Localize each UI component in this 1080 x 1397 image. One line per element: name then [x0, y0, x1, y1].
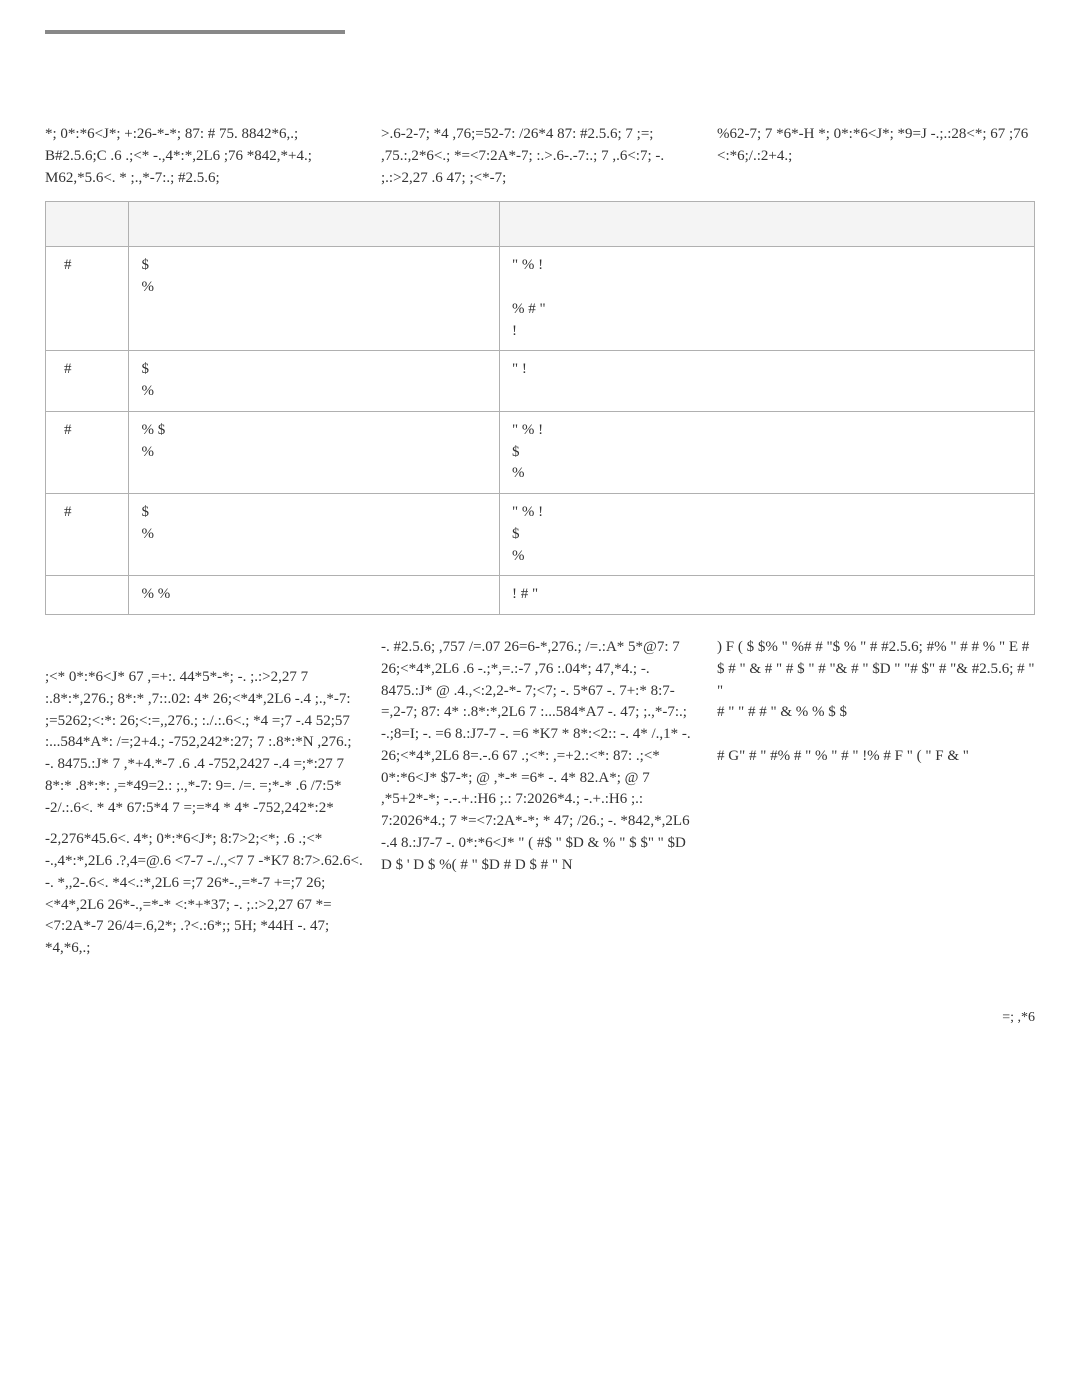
cell-deg: #: [46, 351, 129, 412]
intro-col-2: >.6-2-7; *4 ,76;=52-7: /26*4 87: #2.5.6;…: [381, 124, 699, 189]
table-row: # % $ % " % ! $ %: [46, 411, 1035, 493]
cell-mult-text: " % ! $ %: [512, 504, 543, 564]
th-regular: [129, 202, 499, 247]
warranty-table: # $ % " % ! % # " ! # $ % " ! # % $ %: [45, 201, 1035, 615]
body-c1-p1: ;<* 0*:*6<J* 67 ,=+:. 44*5*-*; -. ;.:>2,…: [45, 667, 363, 819]
intro-col-3: %62-7; 7 *6*-H *; 0*:*6<J*; *9=J -.;.:28…: [717, 124, 1035, 189]
intro-columns: *; 0*:*6<J*; +:26-*-*; 87: # 75. 8842*6,…: [45, 124, 1035, 189]
cell-reg: $ %: [129, 494, 499, 576]
cell-reg: % %: [129, 576, 499, 615]
cell-reg: $ %: [129, 247, 499, 351]
body-c3-text: ) F ( $ $% " %# # "$ % " # #2.5.6; #% " …: [717, 639, 1034, 764]
cell-mult: ! # ": [499, 576, 1034, 615]
table-row: # $ % " % ! $ %: [46, 494, 1035, 576]
cell-mult: " % ! $ %: [499, 411, 1034, 493]
body-c2: -. #2.5.6; ,757 /=.07 26=6-*,276.; /=.:A…: [381, 637, 699, 876]
intro-col-1: *; 0*:*6<J*; +:26-*-*; 87: # 75. 8842*6,…: [45, 124, 363, 189]
cell-mult: " % ! $ %: [499, 494, 1034, 576]
table-row: # $ % " !: [46, 351, 1035, 412]
cell-deg: #: [46, 247, 129, 351]
page-footer: =; ,*6: [0, 1000, 1080, 1046]
cell-mult-text: " !: [512, 361, 527, 377]
body-c2-text: -. #2.5.6; ,757 /=.07 26=6-*,276.; /=.:A…: [381, 639, 691, 873]
cell-reg-text: $ %: [141, 361, 154, 399]
body-columns: ;<* 0*:*6<J* 67 ,=+:. 44*5*-*; -. ;.:>2,…: [45, 637, 1035, 970]
body-col-2: -. #2.5.6; ,757 /=.07 26=6-*,276.; /=.:A…: [381, 637, 699, 970]
cell-reg-text: % $ %: [141, 422, 165, 460]
body-col-3: ) F ( $ $% " %# # "$ % " # #2.5.6; #% " …: [717, 637, 1035, 970]
page: *; 0*:*6<J*; +:26-*-*; 87: # 75. 8842*6,…: [0, 0, 1080, 1000]
header-rule: [45, 30, 345, 34]
cell-deg: #: [46, 494, 129, 576]
cell-mult-text: ! # ": [512, 586, 538, 602]
cell-reg: $ %: [129, 351, 499, 412]
cell-reg-text: % %: [141, 586, 170, 602]
cell-deg: #: [46, 411, 129, 493]
table-header-row: [46, 202, 1035, 247]
th-mult: [499, 202, 1034, 247]
cell-mult: " % ! % # " !: [499, 247, 1034, 351]
cell-mult-text: " % ! $ %: [512, 422, 543, 482]
cell-reg: % $ %: [129, 411, 499, 493]
cell-mult-text: " % ! % # " !: [512, 257, 546, 338]
body-c3: ) F ( $ $% " %# # "$ % " # #2.5.6; #% " …: [717, 637, 1035, 768]
cell-reg-text: $ %: [141, 257, 154, 295]
cell-reg-text: $ %: [141, 504, 154, 542]
th-degree: [46, 202, 129, 247]
body-c1-p2: -2,276*45.6<. 4*; 0*:*6<J*; 8:7>2;<*; .6…: [45, 829, 363, 960]
table-row: % % ! # ": [46, 576, 1035, 615]
cell-mult: " !: [499, 351, 1034, 412]
body-col-1: ;<* 0*:*6<J* 67 ,=+:. 44*5*-*; -. ;.:>2,…: [45, 637, 363, 970]
table-row: # $ % " % ! % # " !: [46, 247, 1035, 351]
cell-deg: [46, 576, 129, 615]
